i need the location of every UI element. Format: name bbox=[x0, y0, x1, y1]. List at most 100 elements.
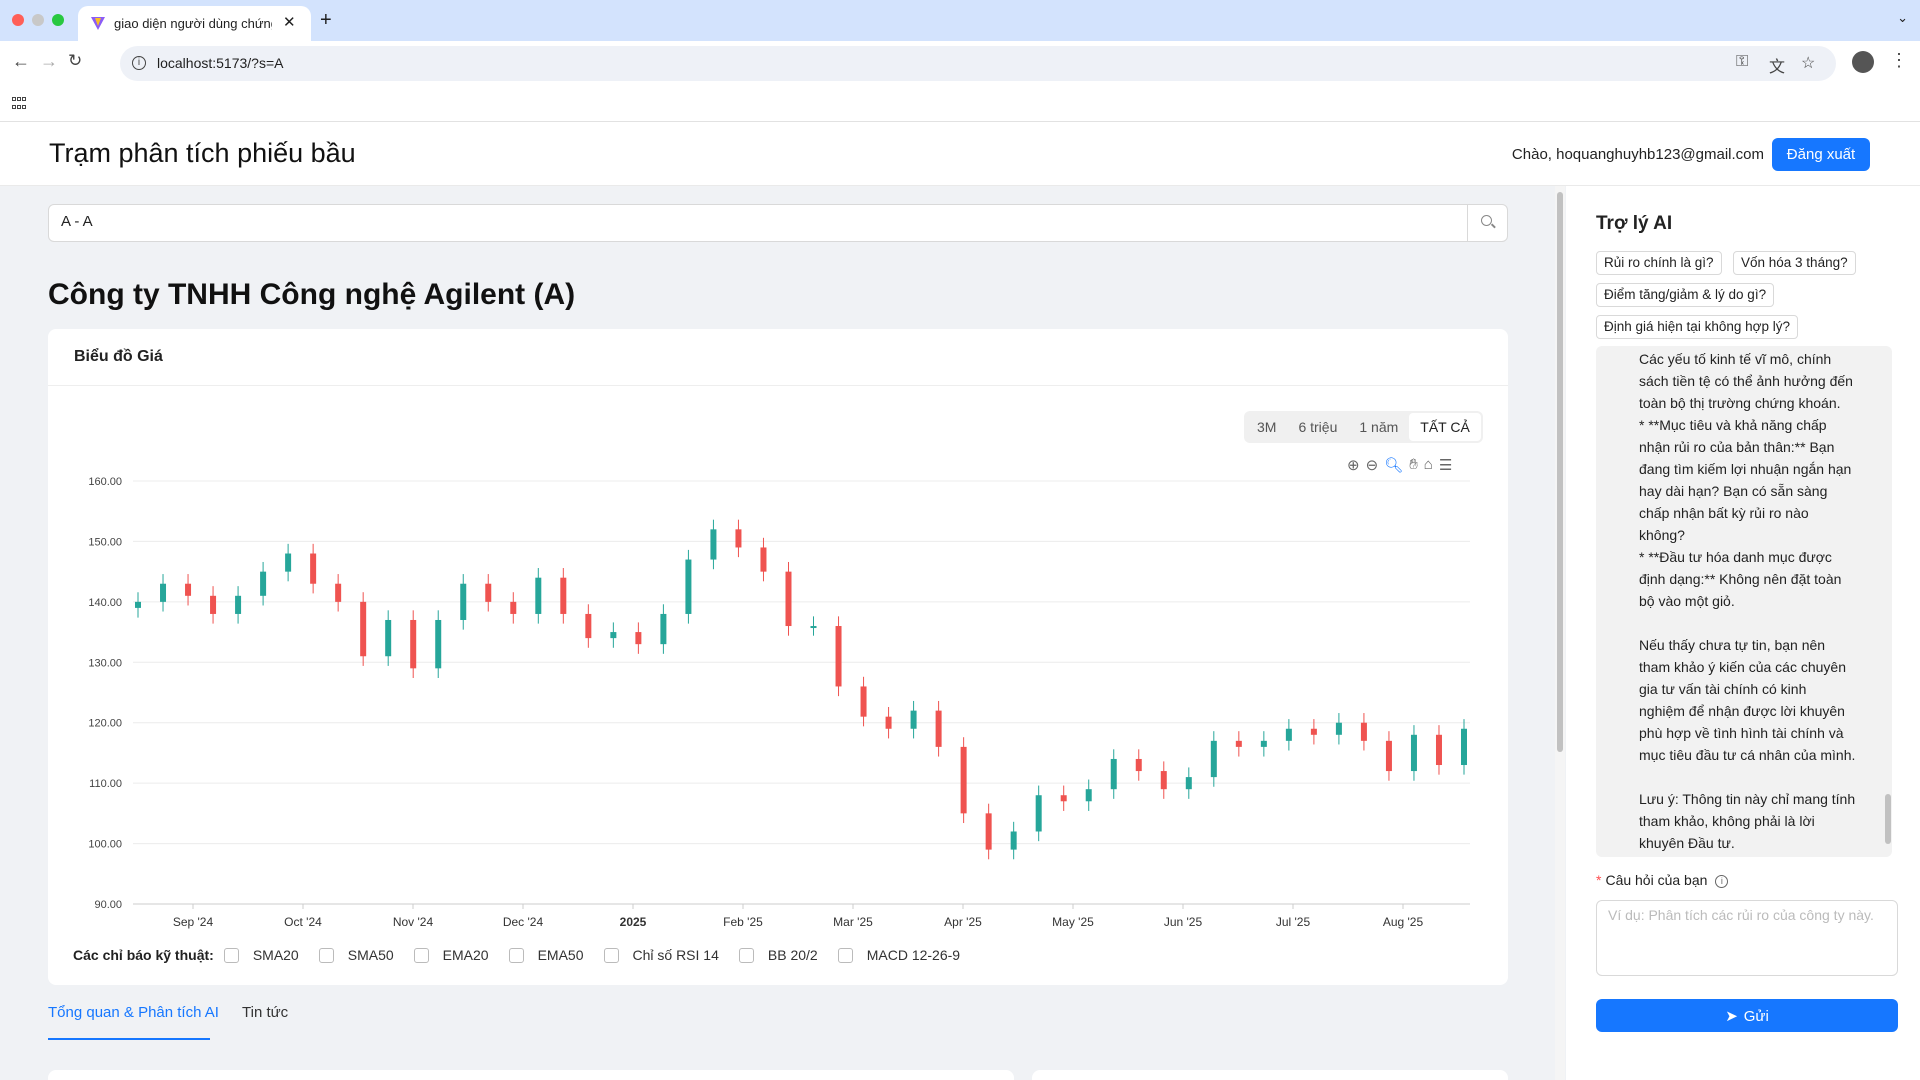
candle-body bbox=[1435, 734, 1442, 766]
reload-icon[interactable]: ↻ bbox=[68, 51, 83, 70]
indicator-ema50[interactable]: EMA50 bbox=[508, 947, 584, 963]
x-tick-label: Nov '24 bbox=[393, 915, 434, 929]
chart-menu-icon[interactable]: ☰ bbox=[1438, 457, 1453, 474]
message-line: phù hợp về tình hình tài chính và bbox=[1639, 725, 1844, 741]
indicator-ema20[interactable]: EMA20 bbox=[413, 947, 489, 963]
candle-body bbox=[360, 601, 367, 657]
candle-body bbox=[160, 583, 167, 602]
message-line: mục tiêu đầu tư cá nhân của mình. bbox=[1639, 747, 1856, 763]
close-window-button[interactable] bbox=[12, 14, 24, 26]
site-info-icon[interactable]: i bbox=[132, 56, 146, 70]
candle-body bbox=[1185, 777, 1192, 790]
macd-label: MACD 12-26-9 bbox=[866, 947, 961, 963]
content-tabs: Tổng quan & Phân tích AI Tin tức bbox=[48, 1004, 1508, 1044]
candle-body bbox=[460, 583, 467, 620]
sma20-checkbox[interactable] bbox=[223, 947, 239, 963]
candle-body bbox=[210, 595, 217, 614]
browser-tab[interactable]: giao diện người dùng chứng k ✕ bbox=[78, 6, 311, 41]
new-tab-button[interactable]: + bbox=[320, 9, 332, 31]
reset-home-icon[interactable]: ⌂ bbox=[1423, 456, 1433, 473]
indicator-sma50[interactable]: SMA50 bbox=[318, 947, 394, 963]
rsi14-checkbox[interactable] bbox=[603, 947, 619, 963]
bb-label: BB 20/2 bbox=[767, 947, 818, 963]
ema20-checkbox[interactable] bbox=[413, 947, 429, 963]
candle-body bbox=[135, 601, 141, 608]
back-icon[interactable]: ← bbox=[12, 51, 30, 71]
x-tick-label: Oct '24 bbox=[284, 915, 322, 929]
minimize-window-button[interactable] bbox=[32, 14, 44, 26]
help-icon[interactable]: i bbox=[1715, 875, 1729, 888]
message-line: Lưu ý: Thông tin này chỉ mang tính bbox=[1639, 791, 1856, 807]
translate-icon[interactable]: 文 bbox=[1769, 59, 1786, 76]
x-tick-label: Apr '25 bbox=[944, 915, 982, 929]
indicator-macd[interactable]: MACD 12-26-9 bbox=[837, 947, 961, 963]
y-tick-label: 150.00 bbox=[88, 536, 122, 548]
close-tab-icon[interactable]: ✕ bbox=[283, 14, 296, 31]
chat-scroll-thumb[interactable] bbox=[1885, 794, 1891, 844]
indicator-rsi14[interactable]: Chỉ số RSI 14 bbox=[603, 947, 719, 963]
ema50-checkbox[interactable] bbox=[508, 947, 524, 963]
range-6m-button[interactable]: 6 triệu bbox=[1298, 419, 1338, 435]
suggestion-chip-valuation[interactable]: Định giá hiện tại không hợp lý? bbox=[1596, 315, 1798, 339]
chat-scrollbar[interactable] bbox=[1884, 346, 1892, 857]
zoom-select-icon[interactable]: 🔍︎ bbox=[1384, 457, 1404, 474]
message-line: không? bbox=[1639, 527, 1685, 543]
question-input[interactable] bbox=[1596, 900, 1898, 976]
suggestion-chip-risk[interactable]: Rủi ro chính là gì? bbox=[1596, 251, 1722, 275]
macd-checkbox[interactable] bbox=[837, 947, 853, 963]
stock-search[interactable]: A - A bbox=[48, 204, 1508, 242]
candle-body bbox=[1160, 771, 1167, 790]
main-scrollbar[interactable] bbox=[1555, 186, 1565, 1080]
indicator-sma20[interactable]: SMA20 bbox=[223, 947, 299, 963]
pan-icon[interactable]: ✋︎ bbox=[1409, 456, 1418, 473]
zoom-out-icon[interactable]: ⊖ bbox=[1365, 457, 1379, 474]
search-button[interactable] bbox=[1467, 205, 1507, 241]
maximize-window-button[interactable] bbox=[52, 14, 64, 26]
send-button[interactable]: ➤ Gửi bbox=[1596, 999, 1898, 1032]
x-tick-label: Jun '25 bbox=[1164, 915, 1203, 929]
search-input[interactable]: A - A bbox=[61, 213, 93, 230]
indicator-bb[interactable]: BB 20/2 bbox=[738, 947, 818, 963]
candle-body bbox=[1310, 728, 1317, 735]
message-line: hay dài hạn? Bạn có sẵn sàng bbox=[1639, 483, 1828, 499]
candle-body bbox=[1110, 758, 1117, 790]
zoom-in-icon[interactable]: ⊕ bbox=[1347, 457, 1360, 474]
candle-body bbox=[285, 553, 292, 572]
suggestion-chip-cap[interactable]: Vốn hóa 3 tháng? bbox=[1733, 251, 1856, 275]
range-all-button[interactable]: TẤT CẢ bbox=[1409, 413, 1481, 441]
candle-body bbox=[1335, 722, 1342, 735]
main-content: A - A Công ty TNHH Công nghệ Agilent (A)… bbox=[0, 186, 1553, 1080]
star-icon[interactable]: ☆ bbox=[1801, 55, 1816, 72]
browser-toolbar: ← → ↻ i localhost:5173/?s=A ⚿ 文 ☆ ⋮ bbox=[0, 41, 1920, 85]
suggestion-chip-updown[interactable]: Điểm tăng/giảm & lý do gì? bbox=[1596, 283, 1775, 307]
logout-button[interactable]: Đăng xuất bbox=[1772, 138, 1870, 171]
candle-body bbox=[510, 601, 517, 614]
key-icon[interactable]: ⚿ bbox=[1736, 53, 1749, 70]
x-tick-label: Feb '25 bbox=[723, 915, 763, 929]
vite-favicon-icon bbox=[91, 17, 105, 30]
sma50-checkbox[interactable] bbox=[318, 947, 334, 963]
tab-overview-ai[interactable]: Tổng quan & Phân tích AI bbox=[48, 1004, 219, 1021]
y-tick-label: 90.00 bbox=[94, 899, 122, 911]
range-3m-button[interactable]: 3M bbox=[1257, 419, 1277, 435]
bookmarks-bar bbox=[0, 85, 1920, 122]
price-chart[interactable]: 160.00 150.00 140.00 130.00 120.00 110.00 100.… bbox=[48, 329, 1508, 929]
candle-body bbox=[185, 583, 192, 596]
profile-icon[interactable] bbox=[1852, 51, 1874, 73]
tab-search-icon[interactable]: ⌄ bbox=[1897, 10, 1908, 25]
address-bar[interactable]: i localhost:5173/?s=A ⚿ 文 ☆ bbox=[120, 46, 1836, 81]
range-1y-button[interactable]: 1 năm bbox=[1359, 419, 1399, 435]
main-scroll-thumb[interactable] bbox=[1557, 192, 1563, 752]
apps-grid-icon[interactable] bbox=[12, 97, 26, 111]
forward-icon[interactable]: → bbox=[40, 51, 58, 71]
ema50-label: EMA50 bbox=[537, 947, 584, 963]
candle-body bbox=[1360, 722, 1367, 741]
candle-body bbox=[585, 613, 592, 639]
tab-news[interactable]: Tin tức bbox=[242, 1004, 289, 1021]
y-tick-label: 100.00 bbox=[88, 839, 122, 851]
side-card bbox=[1032, 1070, 1508, 1080]
bb-checkbox[interactable] bbox=[738, 947, 754, 963]
candle-body bbox=[260, 571, 267, 596]
assistant-message: Các yếu tố kinh tế vĩ mô, chính sách tiền… bbox=[1639, 348, 1864, 854]
menu-icon[interactable]: ⋮ bbox=[1890, 50, 1908, 70]
